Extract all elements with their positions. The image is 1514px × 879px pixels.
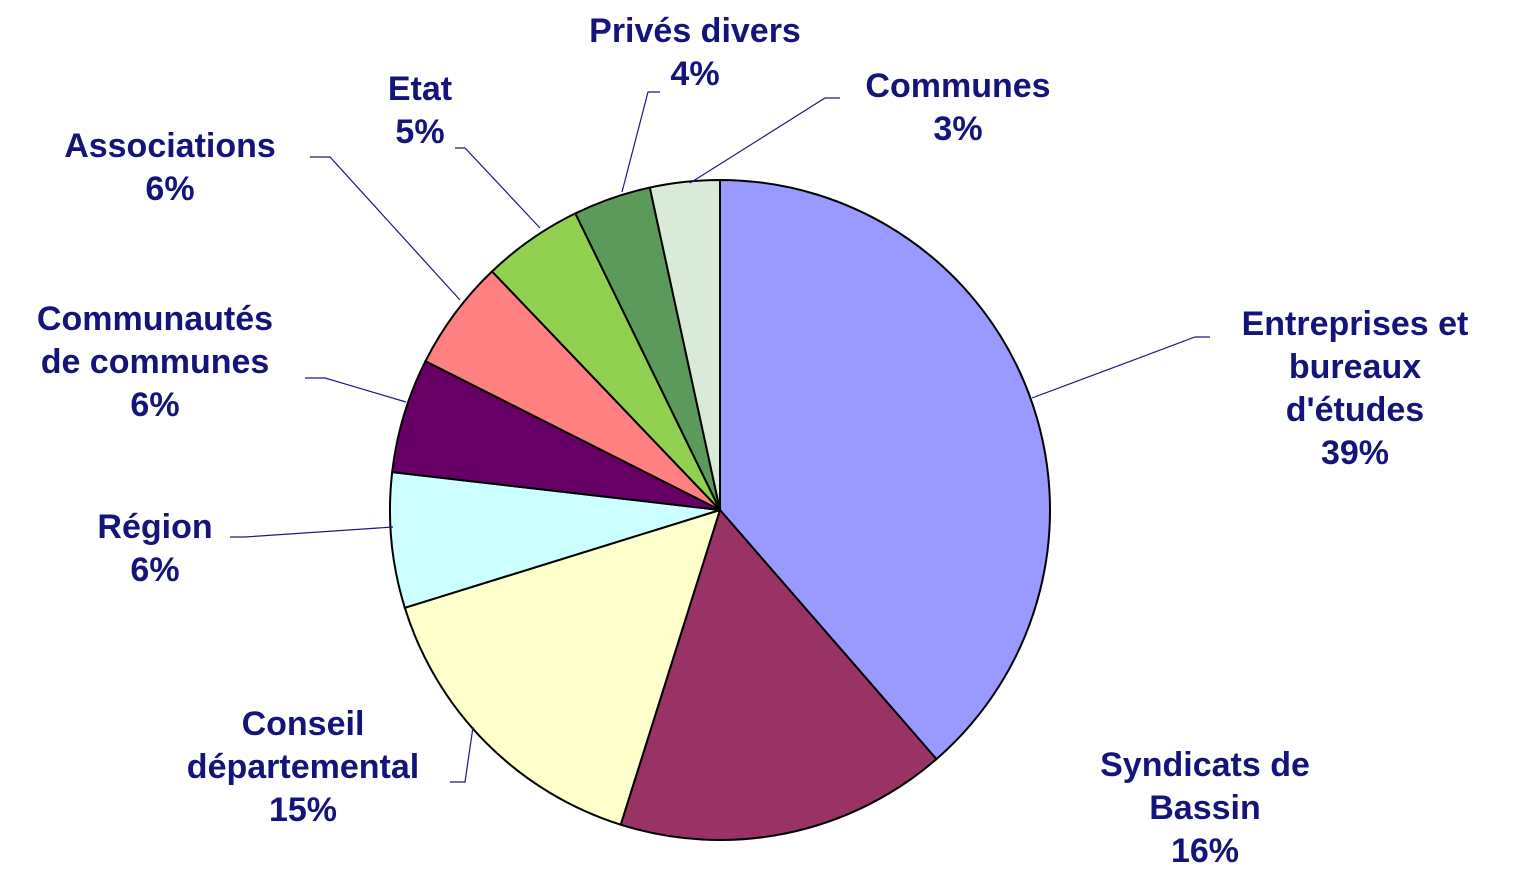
slice-label-line: Conseil — [242, 705, 365, 743]
slice-label: Etat 5% — [388, 70, 452, 151]
slice-label-line: Associations — [64, 127, 276, 165]
slice-percent: 6% — [130, 386, 179, 424]
slice-label-line: départemental — [187, 748, 419, 786]
slice-label-line: Etat — [388, 70, 452, 108]
pie-slices — [389, 178, 1051, 841]
leader-line — [310, 156, 461, 301]
slice-label: Conseil départemental 15% — [187, 705, 419, 829]
slice-label: Entreprises et bureaux d'études 39% — [1242, 305, 1469, 472]
slice-percent: 4% — [670, 55, 719, 93]
slice-percent: 3% — [933, 110, 982, 148]
pie-slice — [719, 178, 1051, 761]
slice-label-line: Bassin — [1149, 789, 1261, 827]
slice-label-line: Communautés — [37, 300, 273, 338]
slice-label: Associations 6% — [64, 127, 276, 208]
slice-percent: 39% — [1321, 434, 1389, 472]
leader-lines — [230, 91, 1210, 783]
slice-label-line: Communes — [865, 67, 1050, 105]
slice-percent: 6% — [130, 551, 179, 589]
slice-label-line: d'études — [1286, 391, 1424, 429]
slice-label-line: de communes — [41, 343, 270, 381]
pie-slice — [648, 178, 721, 511]
slice-label: Communautés de communes 6% — [37, 300, 273, 424]
slice-label-line: Syndicats de — [1100, 746, 1310, 784]
slice-percent: 5% — [395, 113, 444, 151]
slice-label-line: Entreprises et — [1242, 305, 1469, 343]
slice-labels: Entreprises et bureaux d'études 39% Syndicat… — [37, 12, 1468, 870]
leader-line — [450, 726, 474, 783]
leader-line — [1031, 336, 1210, 399]
leader-line — [621, 91, 660, 193]
slice-label: Syndicats de Bassin 16% — [1100, 746, 1310, 870]
slice-label-line: Région — [97, 508, 212, 546]
leader-line — [455, 147, 541, 229]
slice-label-line: Privés divers — [589, 12, 801, 50]
leader-line — [689, 97, 840, 184]
slice-label: Communes 3% — [865, 67, 1050, 148]
pie-slice — [619, 507, 938, 841]
slice-label-line: bureaux — [1289, 348, 1421, 386]
slice-label: Privés divers 4% — [589, 12, 801, 93]
slice-percent: 16% — [1171, 832, 1239, 870]
slice-percent: 15% — [269, 791, 337, 829]
slice-label: Région 6% — [97, 508, 212, 589]
pie-slice — [403, 508, 722, 826]
leader-line — [305, 377, 407, 403]
pie-slice — [389, 471, 721, 610]
slice-percent: 6% — [145, 170, 194, 208]
leader-line — [230, 526, 394, 538]
